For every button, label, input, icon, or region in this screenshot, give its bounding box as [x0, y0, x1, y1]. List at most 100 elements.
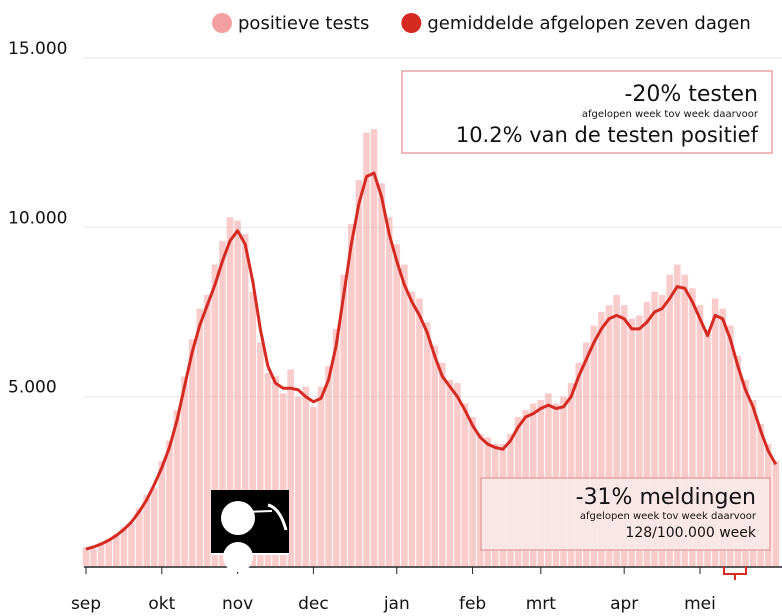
bar — [408, 291, 416, 566]
y-tick-label: 15.000 — [8, 39, 67, 59]
bar — [620, 305, 628, 566]
bar — [393, 244, 401, 566]
x-tick-label: mrt — [526, 594, 557, 614]
y-tick-label: 10.000 — [8, 208, 67, 228]
week-bracket — [723, 566, 747, 580]
bar — [181, 376, 188, 566]
bar — [90, 549, 97, 566]
annotation-box — [480, 477, 771, 551]
bar — [355, 179, 363, 567]
annotation-text: 128/100.000 week — [625, 525, 756, 541]
legend-label: gemiddelde afgelopen zeven dagen — [427, 13, 750, 34]
icon — [211, 490, 289, 572]
bar — [257, 342, 264, 566]
x-tick-label: sep — [71, 594, 101, 614]
bar — [696, 305, 704, 566]
bar — [628, 318, 636, 566]
x-tick-label: mei — [684, 594, 716, 614]
bar — [651, 291, 658, 566]
bar — [378, 183, 385, 566]
bar — [423, 322, 431, 566]
bar — [158, 461, 166, 566]
x-tick-label: jan — [383, 594, 410, 614]
bar — [332, 328, 340, 566]
bar — [128, 523, 135, 566]
bar — [416, 298, 423, 566]
bar — [454, 383, 461, 566]
bar — [385, 217, 393, 566]
annotation-box — [401, 70, 773, 154]
bar — [105, 538, 113, 566]
annotation-text: 10.2% van de testen positief — [456, 123, 759, 147]
bar — [711, 298, 719, 566]
bar — [219, 240, 226, 566]
legend-label: positieve tests — [238, 13, 369, 34]
bar — [681, 274, 689, 566]
bar — [97, 542, 105, 566]
bar — [150, 488, 158, 566]
bar — [203, 295, 211, 566]
bar — [598, 312, 605, 566]
bar — [666, 274, 673, 566]
bar — [469, 416, 476, 566]
bar — [249, 291, 257, 566]
bar — [234, 220, 241, 566]
bar — [287, 369, 294, 566]
bar — [658, 295, 666, 566]
legend: positieve tests gemiddelde afgelopen zeve… — [212, 13, 751, 34]
x-tick-label: okt — [148, 594, 175, 614]
bar — [211, 264, 219, 566]
bar — [340, 274, 348, 566]
bar — [689, 288, 696, 566]
bar — [742, 379, 749, 566]
x-tick-label: dec — [298, 594, 329, 614]
annotation-text: -31% meldingen — [576, 485, 756, 510]
bar — [363, 132, 370, 567]
bar — [196, 308, 203, 566]
annotation-text: afgelopen week tov week daarvoor — [580, 511, 757, 522]
bar — [575, 362, 582, 566]
bar — [302, 386, 310, 566]
bar — [317, 386, 325, 566]
bar — [772, 461, 780, 566]
bar — [643, 301, 651, 566]
x-tick-label: nov — [222, 594, 253, 614]
bar — [241, 234, 249, 566]
annotations: -20% testen afgelopen week tov week daarv… — [401, 70, 773, 551]
y-tick-label: 5.000 — [8, 378, 57, 398]
bar — [310, 406, 317, 566]
bar — [613, 295, 620, 566]
bar — [727, 325, 734, 566]
x-tick-label: apr — [610, 594, 638, 614]
bar — [446, 379, 454, 566]
bar — [272, 376, 279, 566]
bar — [734, 356, 742, 566]
bar — [673, 264, 681, 566]
bar — [401, 264, 408, 566]
bar — [264, 372, 272, 566]
bar — [370, 129, 378, 566]
line-layer — [85, 171, 778, 551]
bar — [294, 396, 302, 566]
bar — [279, 393, 287, 566]
bar — [567, 383, 575, 566]
bar — [226, 217, 234, 566]
legend-marker — [212, 13, 232, 33]
bar — [704, 328, 711, 566]
bar — [120, 527, 128, 566]
bar — [582, 342, 590, 566]
bar — [325, 366, 332, 566]
bar — [719, 308, 727, 566]
bar — [135, 508, 143, 566]
bar — [431, 345, 438, 566]
bar — [113, 533, 120, 566]
bar — [188, 339, 196, 566]
annotation-text: afgelopen week tov week daarvoor — [582, 109, 759, 120]
average-line — [85, 171, 778, 551]
axis-labels: 5.000 10.000 15.000 sep okt nov dec jan feb mrt ap… — [8, 39, 716, 614]
bar — [461, 403, 469, 566]
bar — [82, 547, 90, 566]
bar — [143, 494, 150, 566]
bar — [636, 315, 643, 566]
